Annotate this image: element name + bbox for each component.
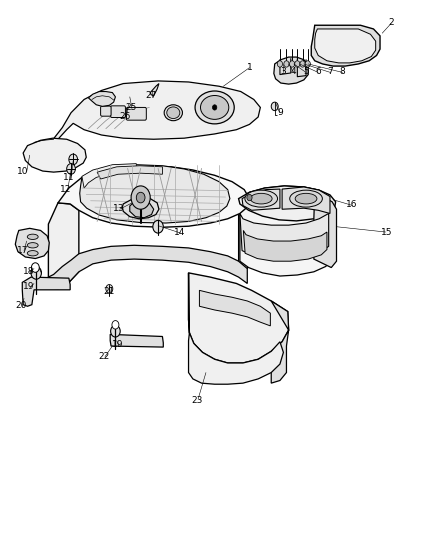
Text: 19: 19 [23,282,35,291]
Ellipse shape [201,95,229,119]
Circle shape [277,61,283,67]
Circle shape [247,195,252,201]
Circle shape [153,220,163,233]
Text: 6: 6 [315,67,321,76]
Circle shape [300,61,305,67]
Ellipse shape [295,193,317,204]
Circle shape [284,61,289,67]
FancyBboxPatch shape [101,106,111,116]
Text: 3: 3 [280,67,286,76]
Polygon shape [239,186,332,276]
Polygon shape [315,29,376,63]
Circle shape [32,263,39,272]
Polygon shape [271,301,289,383]
Text: 18: 18 [23,268,34,276]
Circle shape [305,61,311,67]
Text: 11: 11 [63,173,74,182]
Polygon shape [15,228,49,259]
Text: 27: 27 [146,91,157,100]
Ellipse shape [290,190,322,207]
Polygon shape [150,84,159,96]
Text: 17: 17 [17,246,28,255]
Text: 25: 25 [125,103,137,112]
Ellipse shape [27,234,38,239]
Text: 2: 2 [388,18,394,27]
Polygon shape [122,198,159,219]
Polygon shape [97,166,162,179]
Text: 22: 22 [99,352,110,361]
Text: 16: 16 [346,200,357,209]
Polygon shape [110,334,163,347]
Ellipse shape [27,243,38,248]
Polygon shape [188,273,283,384]
Polygon shape [48,245,247,288]
Text: 21: 21 [104,287,115,296]
Text: 19: 19 [112,341,124,350]
Ellipse shape [195,91,234,124]
Text: 9: 9 [277,108,283,117]
Ellipse shape [245,190,278,207]
Text: 1: 1 [247,63,252,72]
Text: 14: 14 [174,228,186,237]
Circle shape [69,154,78,165]
Polygon shape [239,199,250,274]
Polygon shape [130,201,154,217]
Circle shape [106,285,113,293]
Text: 26: 26 [120,112,131,122]
Polygon shape [58,166,250,227]
FancyBboxPatch shape [111,106,125,117]
Ellipse shape [251,193,272,204]
Circle shape [212,105,217,110]
Text: 7: 7 [328,67,333,76]
Text: 15: 15 [381,228,392,237]
Ellipse shape [27,251,38,256]
Circle shape [111,325,120,337]
Polygon shape [244,230,327,261]
Text: 5: 5 [303,67,309,76]
Polygon shape [48,203,79,289]
Polygon shape [274,57,308,84]
Polygon shape [22,277,70,306]
Text: 20: 20 [15,301,27,310]
Polygon shape [311,25,380,66]
Circle shape [112,320,119,329]
Polygon shape [242,189,280,211]
Circle shape [31,266,42,279]
Polygon shape [240,214,328,259]
Circle shape [290,61,295,67]
Polygon shape [314,192,336,268]
Text: 10: 10 [18,166,29,175]
Polygon shape [282,187,330,214]
Polygon shape [88,92,116,107]
Circle shape [136,192,145,203]
Ellipse shape [167,107,180,118]
Polygon shape [45,81,260,150]
Polygon shape [82,164,136,188]
Circle shape [131,186,150,209]
Text: 13: 13 [113,204,125,213]
Polygon shape [199,290,270,326]
Text: 8: 8 [340,67,346,76]
Polygon shape [188,273,289,363]
Polygon shape [23,138,86,172]
Circle shape [271,102,278,111]
Circle shape [295,61,300,67]
Text: 23: 23 [191,395,203,405]
Polygon shape [80,165,230,223]
Circle shape [67,164,75,174]
FancyBboxPatch shape [126,108,146,120]
Text: 12: 12 [60,185,71,194]
Polygon shape [239,186,336,221]
Ellipse shape [164,105,183,120]
Text: 4: 4 [291,67,297,76]
